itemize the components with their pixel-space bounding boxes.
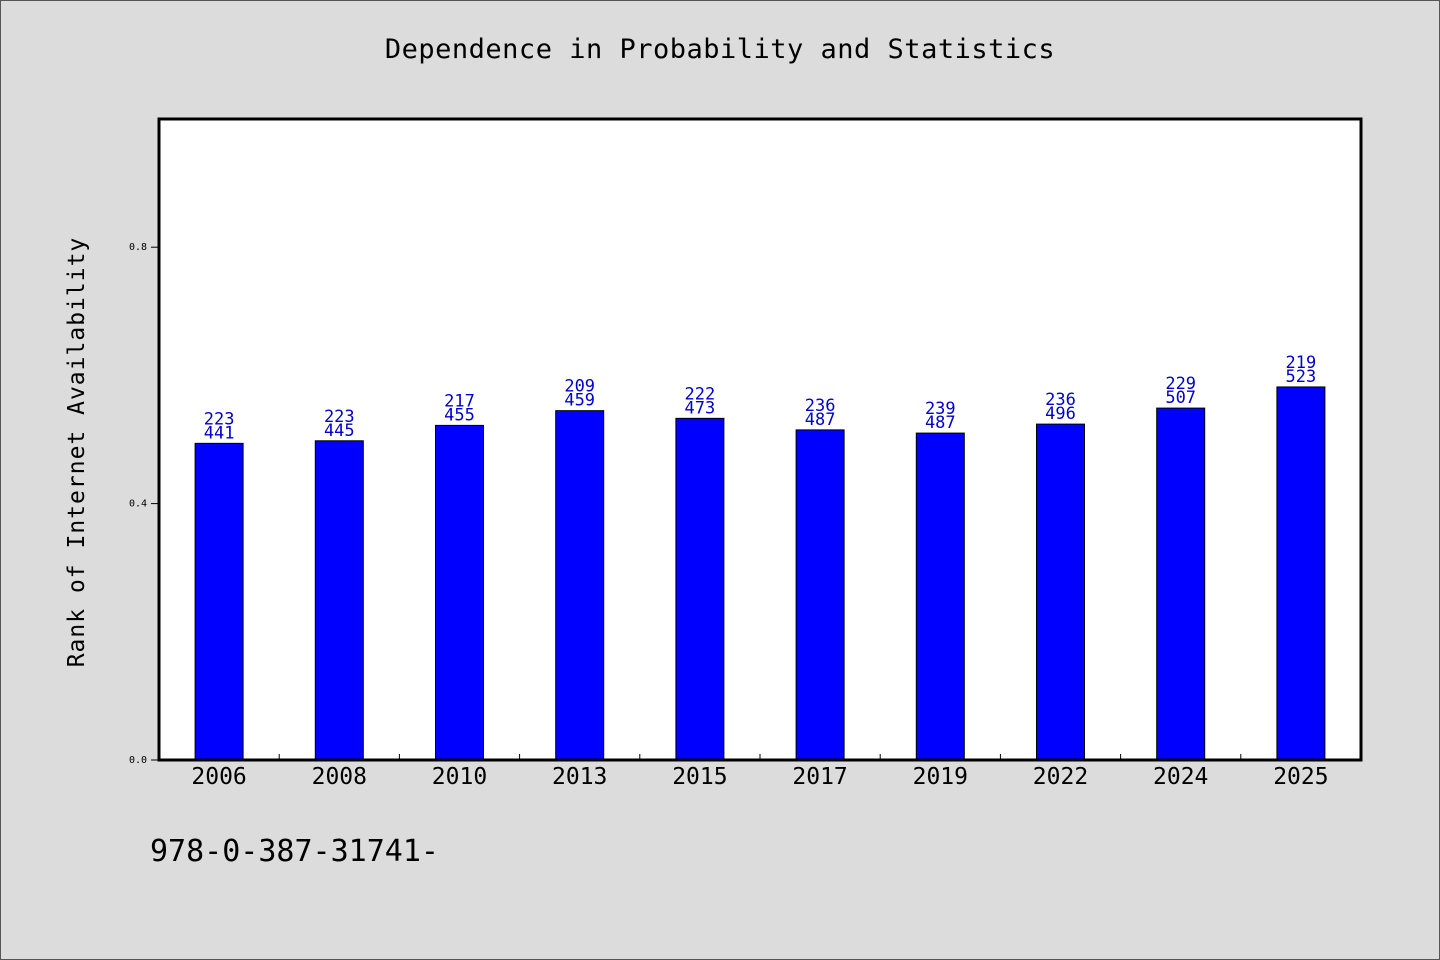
x-ticks: 2006 2008 2010 2013 2015 2017 2019 2022 2024 2025 — [191, 754, 1329, 790]
bar — [1156, 407, 1206, 761]
y-tick-label: 0.8 — [129, 242, 147, 253]
bar — [675, 417, 725, 761]
bar — [314, 440, 364, 761]
x-tick-label: 2015 — [672, 764, 727, 790]
chart-title: Dependence in Probability and Statistics — [384, 34, 1056, 65]
bar-label-top: 223 — [324, 407, 355, 427]
x-tick-label: 2006 — [191, 764, 246, 790]
bar-label-top: 236 — [1045, 390, 1076, 410]
bar-label-bottom: 487 — [805, 410, 836, 430]
y-ticks: 0.0 0.4 0.8 — [129, 242, 159, 766]
bar-label-top: 236 — [805, 396, 836, 416]
x-tick-label: 2008 — [312, 764, 367, 790]
y-tick-label: 0.0 — [129, 755, 147, 766]
bar — [555, 410, 605, 761]
x-tick-label: 2022 — [1033, 764, 1088, 790]
x-tick-label: 2010 — [432, 764, 487, 790]
bar-label-bottom: 459 — [564, 391, 595, 411]
bar-label-top: 222 — [685, 384, 716, 404]
bar-label-bottom: 523 — [1286, 367, 1317, 387]
bar-label-bottom: 473 — [685, 398, 716, 418]
bar-label-bottom: 441 — [204, 423, 235, 443]
bar — [915, 432, 965, 761]
x-tick-label: 2025 — [1273, 764, 1328, 790]
bar — [194, 442, 244, 761]
bar-label-top: 229 — [1165, 374, 1196, 394]
bar-label-bottom: 507 — [1165, 388, 1196, 408]
bar-label-top: 217 — [444, 391, 475, 411]
bar-label-top: 223 — [204, 409, 235, 429]
bar-label-bottom: 445 — [324, 421, 355, 441]
bar — [435, 424, 484, 761]
x-tick-label: 2019 — [913, 764, 968, 790]
footer-isbn-text: 978-0-387-31741- — [150, 834, 439, 869]
x-tick-label: 2017 — [792, 764, 847, 790]
bar — [795, 429, 845, 761]
bar — [1036, 423, 1085, 761]
bar-label-bottom: 496 — [1045, 404, 1076, 424]
y-tick-label: 0.4 — [129, 499, 147, 510]
bar-label-top: 219 — [1286, 353, 1317, 373]
x-tick-label: 2013 — [552, 764, 607, 790]
bar-label-top: 209 — [564, 377, 595, 397]
bar-label-top: 239 — [925, 399, 956, 419]
plot-border — [157, 117, 1363, 762]
bar-label-bottom: 455 — [444, 405, 475, 425]
bar-label-bottom: 487 — [925, 413, 956, 433]
bar — [1276, 386, 1326, 761]
x-tick-label: 2024 — [1153, 764, 1208, 790]
bars — [194, 386, 1326, 761]
